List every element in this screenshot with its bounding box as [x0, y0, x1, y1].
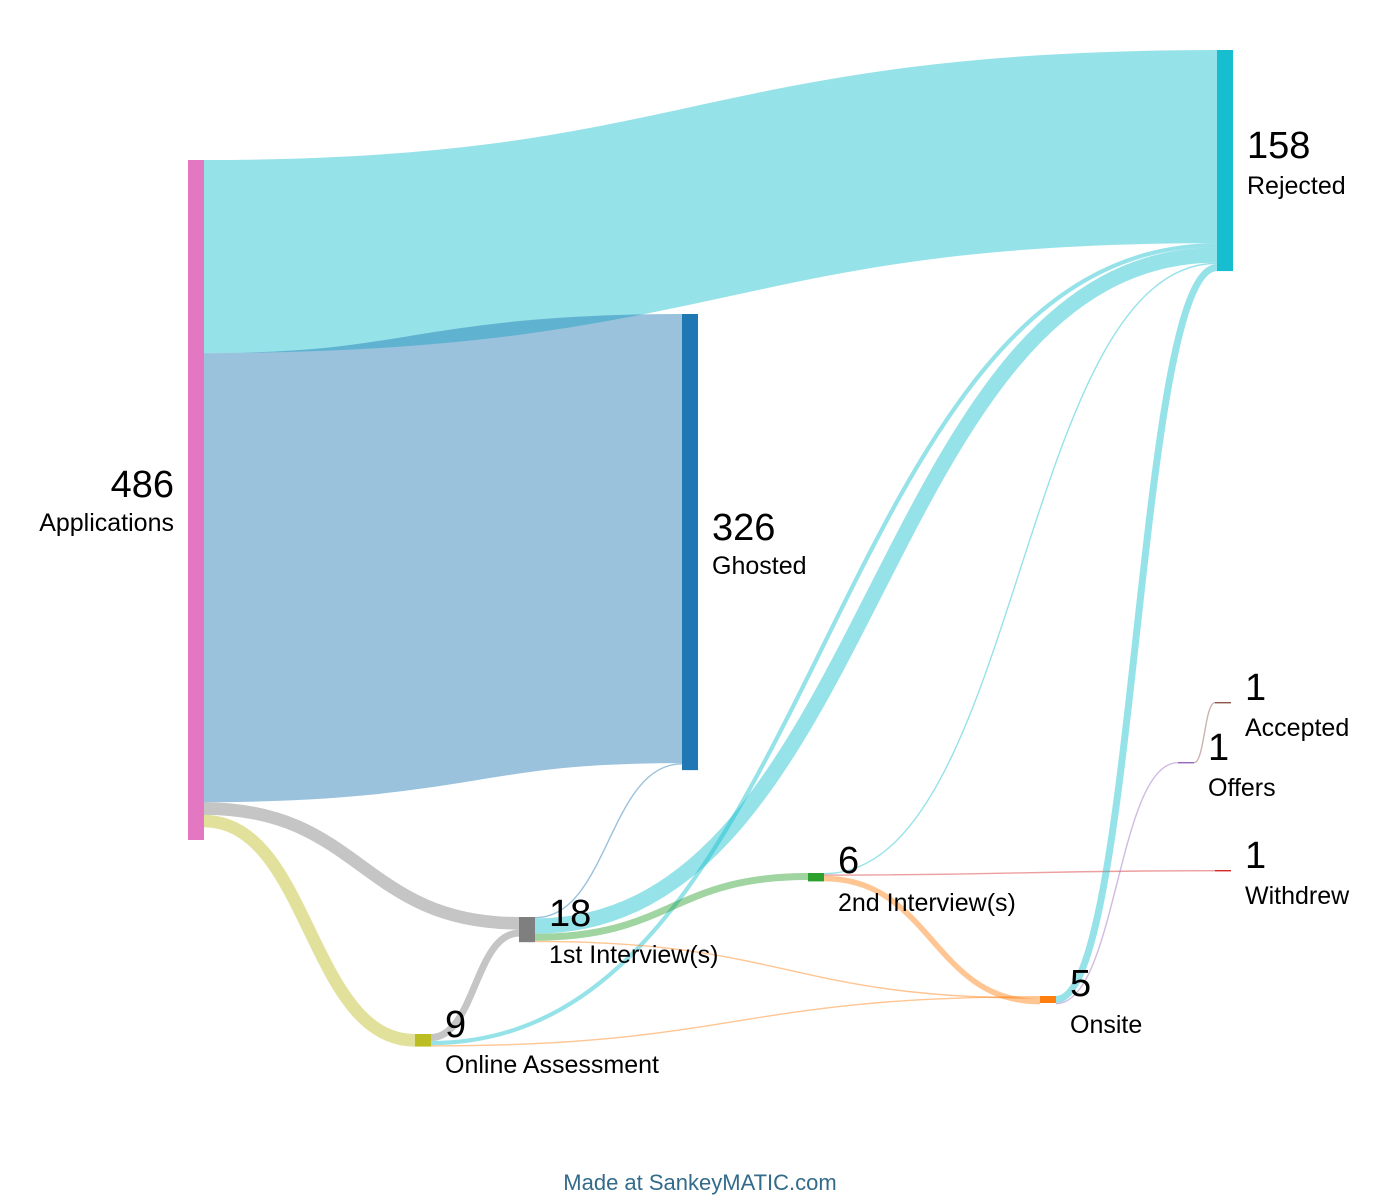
- node-value-first_interview: 18: [549, 893, 591, 935]
- flow-first_interview-to-rejected[interactable]: [534, 247, 1218, 934]
- flows-layer: [203, 50, 1218, 1047]
- node-name-applications: Applications: [39, 509, 174, 537]
- node-value-accepted: 1: [1245, 667, 1266, 709]
- flow-applications-to-rejected[interactable]: [203, 50, 1218, 354]
- flow-first_interview-to-ghosted[interactable]: [534, 763, 683, 919]
- node-value-offers: 1: [1208, 727, 1229, 769]
- node-ghosted[interactable]: [682, 314, 698, 771]
- nodes-layer: [188, 50, 1233, 1047]
- node-name-offers: Offers: [1208, 774, 1276, 802]
- node-onsite[interactable]: [1040, 996, 1056, 1003]
- node-name-second_interview: 2nd Interview(s): [838, 889, 1016, 917]
- node-value-withdrew: 1: [1245, 835, 1266, 877]
- node-offers[interactable]: [1178, 762, 1194, 764]
- flow-second_interview-to-rejected[interactable]: [823, 262, 1218, 875]
- flow-first_interview-to-onsite[interactable]: [534, 940, 1041, 999]
- node-name-rejected: Rejected: [1247, 172, 1346, 200]
- flow-second_interview-to-onsite[interactable]: [823, 875, 1041, 1005]
- node-withdrew[interactable]: [1215, 870, 1231, 872]
- node-value-onsite: 5: [1070, 963, 1091, 1005]
- node-value-rejected: 158: [1247, 125, 1310, 167]
- node-first_interview[interactable]: [519, 917, 535, 943]
- node-second_interview[interactable]: [808, 873, 824, 882]
- node-value-second_interview: 6: [838, 840, 859, 882]
- flow-first_interview-to-second_interview[interactable]: [534, 873, 809, 941]
- flow-onsite-to-offers[interactable]: [1055, 762, 1179, 1005]
- flow-offers-to-accepted[interactable]: [1193, 702, 1216, 764]
- node-applications[interactable]: [188, 160, 204, 840]
- credit-text: Made at SankeyMATIC.com: [563, 1170, 836, 1195]
- node-value-online_assessment: 9: [445, 1004, 466, 1046]
- flow-second_interview-to-withdrew[interactable]: [823, 870, 1216, 876]
- flow-applications-to-ghosted[interactable]: [203, 314, 683, 803]
- flow-online_assessment-to-onsite[interactable]: [430, 996, 1041, 1047]
- node-name-online_assessment: Online Assessment: [445, 1051, 659, 1079]
- node-rejected[interactable]: [1217, 50, 1233, 272]
- flow-applications-to-first_interview[interactable]: [203, 802, 520, 930]
- flow-online_assessment-to-first_interview[interactable]: [430, 929, 520, 1041]
- node-value-applications: 486: [111, 464, 174, 506]
- node-value-ghosted: 326: [712, 507, 775, 549]
- node-name-onsite: Onsite: [1070, 1011, 1142, 1039]
- flow-applications-to-online_assessment[interactable]: [203, 814, 416, 1047]
- node-name-first_interview: 1st Interview(s): [549, 941, 718, 969]
- flow-onsite-to-rejected[interactable]: [1055, 264, 1218, 1003]
- node-name-ghosted: Ghosted: [712, 552, 807, 580]
- node-name-withdrew: Withdrew: [1245, 882, 1350, 910]
- labels-layer: 486 Applications 326 Ghosted 158 Rejected 18 1s…: [39, 125, 1350, 1079]
- flow-online_assessment-to-rejected[interactable]: [430, 243, 1218, 1046]
- node-name-accepted: Accepted: [1245, 714, 1349, 742]
- node-accepted[interactable]: [1215, 702, 1231, 704]
- node-online_assessment[interactable]: [415, 1034, 431, 1047]
